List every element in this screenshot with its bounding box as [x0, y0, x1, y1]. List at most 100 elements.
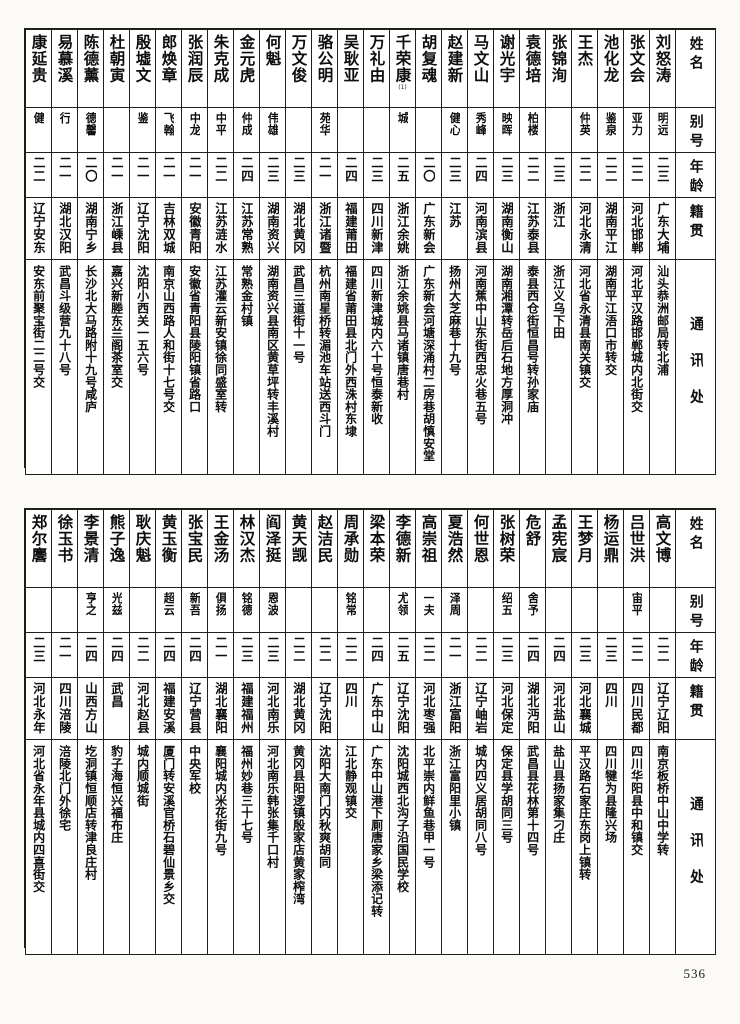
cell-address: 河北平汉路邯郸城内北街交	[623, 259, 650, 475]
origin-text: 浙江	[552, 202, 565, 228]
name-text: 袁德培	[524, 34, 541, 84]
cell-alias	[571, 587, 598, 633]
cell-age: 二〇	[415, 152, 442, 198]
cell-age: 二三	[493, 152, 520, 198]
origin-text: 湖南宁乡	[84, 202, 97, 254]
cell-address: 安东前聚宝街二二号交	[25, 259, 52, 475]
address-text: 北平崇内鲜鱼巷甲一号	[422, 745, 435, 868]
name-text: 赵洁民	[316, 514, 333, 564]
cell-name: 胡复魂	[415, 29, 442, 108]
cell-address: 浙江义乌下田	[545, 259, 572, 475]
name-text: 赵建新	[446, 34, 463, 84]
cell-origin: 福建莆田	[337, 197, 364, 260]
origin-text: 湖南资兴	[266, 202, 279, 254]
name-text: 陈德薰	[82, 34, 99, 84]
cell-address: 湖南湘潭转岳后石地方厚洞冲	[493, 259, 520, 475]
cell-age: 二二	[337, 632, 364, 678]
cell-origin: 四川	[337, 677, 364, 740]
origin-text: 辽宁岫岩	[474, 682, 487, 734]
cell-origin: 安徽青阳	[181, 197, 208, 260]
age-text: 二四	[552, 636, 565, 663]
cell-address: 南京山西路人和街十七号交	[155, 259, 182, 475]
origin-text: 辽宁沈阳	[396, 682, 409, 734]
row-label-text: 籍贯	[688, 204, 703, 242]
address-text: 盐山县扬家集刁庄	[552, 745, 565, 844]
row-label-text: 别号	[688, 114, 703, 152]
origin-text: 河北永清	[578, 202, 591, 254]
row-origin: 河北永年 四川涪陵 山西方山 武昌 河北赵县 福建安溪 辽宁营县 湖北襄阳 福建福州 河北南乐 湖北…	[25, 677, 716, 740]
cell-address: 河北省永年县城内四喜街交	[25, 739, 52, 955]
cell-name: 池化龙	[597, 29, 624, 108]
alias-text: 鉴泉	[604, 112, 617, 136]
cell-age: 二二	[207, 152, 234, 198]
address-text: 杭州南星桥转湄池车站送西斗门	[318, 265, 331, 438]
cell-address: 浙江余姚县马诸镇唐巷村	[389, 259, 416, 475]
name-text: 刘怒涛	[654, 34, 671, 84]
alias-text: 秀峰	[474, 112, 487, 136]
cell-name: 徐玉书	[51, 509, 78, 588]
alias-text: 绍五	[500, 592, 513, 616]
row-origin: 辽宁安东 湖北汉阳 湖南宁乡 浙江嵊县 辽宁沈阳 吉林双城 安徽青阳 江苏涟水 江苏常熟 湖南资兴…	[25, 197, 716, 260]
cell-age: 二四	[155, 632, 182, 678]
age-text: 二四	[344, 156, 357, 183]
name-text: 千荣康	[394, 34, 411, 84]
cell-name: 袁德培	[519, 29, 546, 108]
cell-alias: 中龙	[181, 107, 208, 153]
cell-alias	[363, 107, 390, 153]
cell-address: 广东中山港下厠唐家乡梁添记转	[363, 739, 390, 955]
origin-text: 辽宁沈阳	[136, 202, 149, 254]
cell-address: 扬州大芝麻巷十九号	[441, 259, 468, 475]
origin-text: 四川民都	[630, 682, 643, 734]
row-label-alias: 别号	[675, 107, 716, 153]
age-text: 二三	[448, 156, 461, 183]
cell-name: 危舒	[519, 509, 546, 588]
name-text: 郎焕章	[160, 34, 177, 84]
cell-age: 二三	[233, 632, 260, 678]
cell-name: 王金汤	[207, 509, 234, 588]
row-label-text: 别号	[688, 594, 703, 632]
cell-name: 万文俊	[285, 29, 312, 108]
cell-name: 周承勋	[337, 509, 364, 588]
origin-text: 江苏常熟	[240, 202, 253, 254]
roster-body-top: 康延贵 易慕溪 陈德薰 杜朝寅 殷墟文 郎焕章 张润辰 朱克成 金元虎 何魁 万文俊 骆公明 吴耿亚 万礼…	[25, 29, 716, 475]
row-label-age: 年龄	[675, 632, 716, 678]
cell-origin: 四川	[597, 677, 624, 740]
cell-origin: 广东中山	[363, 677, 390, 740]
origin-text: 武昌	[110, 682, 123, 708]
address-text: 沈阳城西北沟子沿国民学校	[396, 745, 409, 893]
cell-alias: 鉴	[129, 107, 156, 153]
name-text: 张文会	[628, 34, 645, 84]
alias-text: 行	[58, 112, 71, 124]
cell-name: 孟宪宸	[545, 509, 572, 588]
cell-alias	[467, 587, 494, 633]
name-with-note: 千荣康 (1)	[390, 30, 415, 107]
alias-text: 宙平	[630, 592, 643, 616]
roster-body-bottom: 郑尔麐 徐玉书 李景清 熊子逸 耿庆魁 黄玉衡 张宝民 王金汤 林汉杰 阎泽挺 黄天觊 赵洁民 周承勋梁…	[25, 509, 716, 955]
cell-alias: 绍五	[493, 587, 520, 633]
cell-origin: 浙江富阳	[441, 677, 468, 740]
name-text: 谢光宇	[498, 34, 515, 84]
age-text: 二三	[578, 636, 591, 663]
age-text: 二一	[58, 156, 71, 183]
row-label-origin: 籍贯	[675, 197, 716, 260]
name-text: 高文博	[654, 514, 671, 564]
origin-text: 四川新津	[370, 202, 383, 254]
cell-address: 常熟金村镇	[233, 259, 260, 475]
origin-text: 江苏泰县	[526, 202, 539, 254]
age-text: 二一	[318, 156, 331, 183]
cell-alias: 恩波	[259, 587, 286, 633]
address-text: 沈阳大南门内秋爽胡同	[318, 745, 331, 868]
cell-name: 熊子逸	[103, 509, 130, 588]
address-text: 河北省永清县南关镇交	[578, 265, 591, 388]
alias-text: 仲成	[240, 112, 253, 136]
cell-origin: 河北保定	[493, 677, 520, 740]
cell-address: 四川犍为县隆兴场	[597, 739, 624, 955]
cell-name: 谢光宇	[493, 29, 520, 108]
cell-alias: 尤领	[389, 587, 416, 633]
cell-address: 长沙北大马路附十九号咸庐	[77, 259, 104, 475]
row-alias: 亨之 光兹 超云 新吾 俱扬 铭德 恩波 铭常 尤领 一夫 泽周 绍五 舍予 宙平 别号	[25, 587, 716, 633]
cell-alias	[545, 587, 572, 633]
cell-alias: 超云	[155, 587, 182, 633]
age-text: 二三	[292, 156, 305, 183]
alias-text: 俱扬	[214, 592, 227, 616]
